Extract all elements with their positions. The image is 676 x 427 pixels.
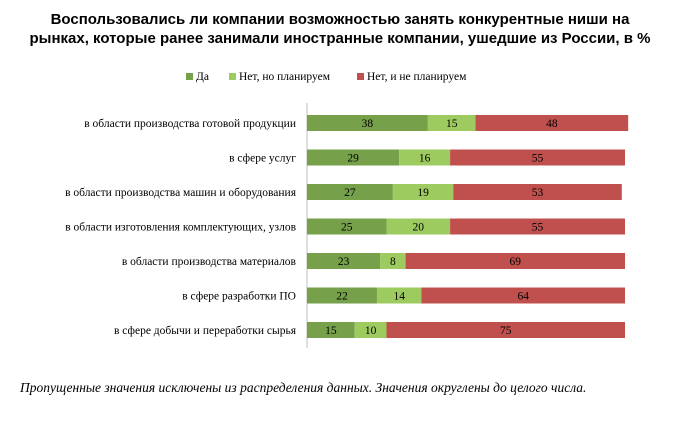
- bar-segment-нет-и-не-планируем: [421, 287, 625, 304]
- data-label: 22: [336, 291, 348, 303]
- legend-swatch-0: [186, 73, 193, 80]
- category-label: в области производства материалов: [122, 256, 297, 268]
- bar-segment-нет-но-планируем: [427, 115, 476, 131]
- bar-segment-да: [307, 184, 393, 200]
- bar-segment-да: [307, 322, 355, 338]
- bar-segment-нет-и-не-планируем: [450, 149, 625, 166]
- stacked-bar-chart: Да Нет, но планируем Нет, и не планируем в…: [65, 71, 629, 348]
- data-label: 75: [500, 325, 512, 337]
- legend-label-2: Нет, и не планируем: [367, 71, 467, 83]
- category-labels: в области производства готовой продукции…: [65, 118, 297, 337]
- data-label: 16: [419, 153, 431, 165]
- chart-title-line-2: рынках, которые ранее занимали иностранн…: [29, 30, 651, 47]
- data-label: 20: [413, 222, 425, 234]
- data-label: 55: [532, 153, 544, 165]
- bar-segment-нет-но-планируем: [386, 218, 451, 235]
- data-label: 69: [510, 256, 522, 268]
- category-label: в сфере услуг: [229, 153, 296, 165]
- bar-segment-нет-но-планируем: [354, 322, 387, 338]
- data-label: 55: [532, 222, 544, 234]
- bar-segment-да: [307, 149, 400, 166]
- data-label: 48: [546, 118, 558, 130]
- data-labels: 38 15 48 29 16 55 27 19 53 25 20 55 23 8 69 22 14 64 15 10 7…: [325, 118, 558, 337]
- data-label: 23: [338, 256, 350, 268]
- bar-segment-нет-но-планируем: [380, 253, 406, 269]
- bar-segment-нет-и-не-планируем: [453, 184, 622, 200]
- data-label: 15: [325, 325, 337, 337]
- bar-segment-нет-и-не-планируем: [386, 322, 625, 338]
- chart-legend: Да Нет, но планируем Нет, и не планируем: [186, 71, 467, 83]
- data-label: 53: [532, 187, 544, 199]
- category-label: в области производства готовой продукции: [84, 118, 296, 130]
- bar-segment-да: [307, 115, 428, 131]
- footnote: Пропущенные значения исключены из распре…: [20, 380, 587, 395]
- legend-label-0: Да: [196, 71, 209, 83]
- category-label: в сфере добычи и переработки сырья: [114, 325, 297, 337]
- data-label: 29: [347, 153, 359, 165]
- data-label: 15: [446, 118, 458, 130]
- bar-segment-нет-и-не-планируем: [475, 115, 629, 131]
- bar-segment-да: [307, 218, 387, 235]
- data-label: 14: [393, 291, 405, 303]
- bar-segment-нет-но-планируем: [399, 149, 451, 166]
- data-label: 64: [517, 291, 529, 303]
- category-label: в сфере разработки ПО: [182, 291, 296, 303]
- bar-segment-да: [307, 287, 377, 304]
- data-label: 38: [362, 118, 374, 130]
- bar-segment-нет-и-не-планируем: [450, 218, 625, 235]
- bar-segments: [307, 115, 629, 338]
- category-label: в области производства машин и оборудова…: [65, 187, 297, 199]
- bar-segment-нет-но-планируем: [392, 184, 454, 200]
- legend-label-1: Нет, но планируем: [239, 71, 331, 83]
- data-label: 19: [417, 187, 429, 199]
- chart-title: Воспользовались ли компании возможностью…: [20, 10, 660, 48]
- bar-segment-нет-но-планируем: [376, 287, 422, 304]
- chart-title-line-1: Воспользовались ли компании возможностью…: [50, 11, 630, 28]
- legend-swatch-1: [229, 73, 236, 80]
- bar-segment-да: [307, 253, 381, 269]
- data-label: 25: [341, 222, 353, 234]
- data-label: 8: [390, 256, 396, 268]
- category-label: в области изготовления комплектующих, уз…: [65, 222, 296, 234]
- data-label: 10: [365, 325, 377, 337]
- legend-swatch-2: [357, 73, 364, 80]
- data-label: 27: [344, 187, 356, 199]
- bar-segment-нет-и-не-планируем: [405, 253, 625, 269]
